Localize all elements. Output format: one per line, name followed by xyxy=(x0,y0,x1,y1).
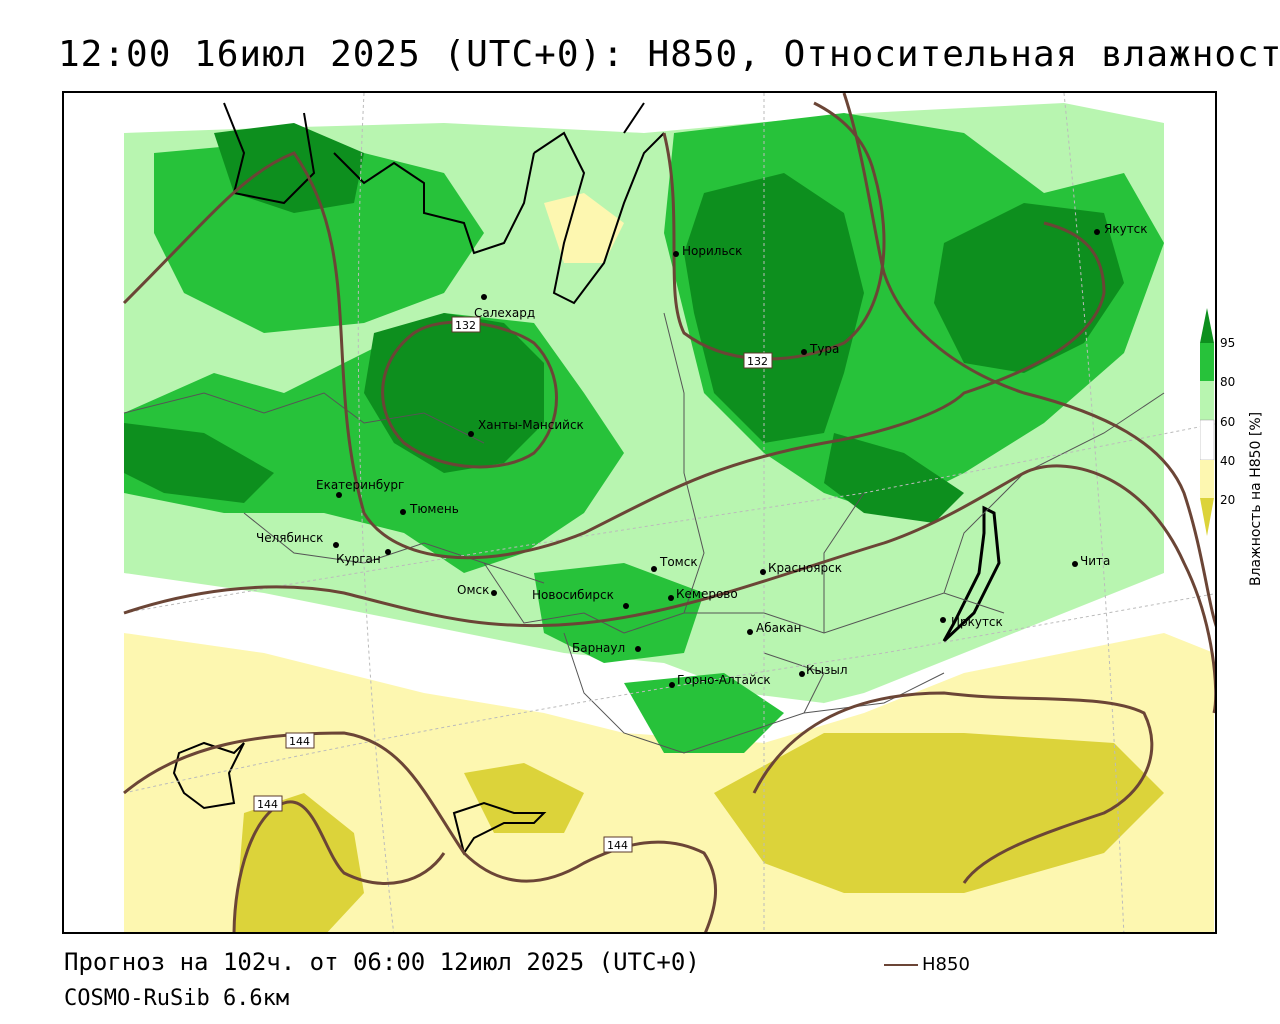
humidity-area-80 xyxy=(534,563,704,663)
city-marker: Томск xyxy=(651,555,698,572)
map-title: 12:00 16июл 2025 (UTC+0): H850, Относите… xyxy=(58,34,1280,75)
forecast-info: Прогноз на 102ч. от 06:00 12июл 2025 (UT… xyxy=(64,948,700,976)
humidity-area-95 xyxy=(684,173,864,443)
svg-text:Ханты-Мансийск: Ханты-Мансийск xyxy=(478,418,584,432)
humidity-area-below-20 xyxy=(234,793,364,932)
humidity-area-95 xyxy=(124,423,274,503)
svg-text:Салехард: Салехард xyxy=(474,306,535,320)
legend-swatch-20 xyxy=(1200,460,1214,498)
svg-text:Норильск: Норильск xyxy=(682,244,742,258)
model-name: COSMO-RuSib 6.6км xyxy=(64,986,290,1011)
city-marker: Чита xyxy=(1072,554,1110,568)
contour-label: 132 xyxy=(747,355,768,368)
svg-text:Красноярск: Красноярск xyxy=(768,561,842,575)
legend-title: Влажность на H850 [%] xyxy=(1248,411,1264,586)
legend-swatch-95 xyxy=(1200,308,1214,343)
svg-text:Новосибирск: Новосибирск xyxy=(532,588,614,602)
humidity-map: 132 132 144 144 144 Салехард Норильск Як… xyxy=(122,93,1215,932)
h850-contour xyxy=(232,800,446,932)
svg-text:Челябинск: Челябинск xyxy=(256,531,323,545)
h850-line-swatch xyxy=(884,964,918,966)
svg-text:Кемерово: Кемерово xyxy=(676,587,738,601)
city-marker: Екатеринбург xyxy=(316,478,404,498)
city-marker: Кызыл xyxy=(799,663,848,677)
humidity-area-95 xyxy=(364,313,544,473)
coastline xyxy=(223,102,665,305)
h850-contour xyxy=(842,93,1215,628)
city-marker: Норильск xyxy=(673,244,742,258)
legend-swatch-60 xyxy=(1200,381,1214,420)
h850-line-label: H850 xyxy=(922,954,970,975)
city-marker: Челябинск xyxy=(256,531,339,548)
city-marker: Новосибирск xyxy=(532,588,629,609)
h850-contour xyxy=(381,320,558,469)
svg-text:Омск: Омск xyxy=(457,583,489,597)
h850-contour xyxy=(662,101,886,361)
contour-label: 144 xyxy=(607,839,628,852)
city-marker: Курган xyxy=(336,549,391,566)
humidity-legend xyxy=(1200,308,1215,536)
svg-text:Горно-Алтайск: Горно-Алтайск xyxy=(677,673,771,687)
svg-text:Якутск: Якутск xyxy=(1104,222,1148,236)
city-marker: Тура xyxy=(801,342,839,356)
legend-swatch-40 xyxy=(1200,419,1215,461)
lake-outline xyxy=(172,741,245,810)
legend-tick-label: 20 xyxy=(1220,493,1236,507)
city-marker: Барнаул xyxy=(572,641,641,655)
lake-baikal xyxy=(942,505,1001,643)
city-marker: Красноярск xyxy=(760,561,842,575)
svg-text:Чита: Чита xyxy=(1080,554,1110,568)
h850-contour xyxy=(752,691,1154,884)
svg-text:Иркутск: Иркутск xyxy=(951,615,1003,629)
city-marker: Абакан xyxy=(747,621,801,635)
svg-text:Тура: Тура xyxy=(809,342,839,356)
contour-label-box xyxy=(603,836,633,853)
svg-text:Тюмень: Тюмень xyxy=(409,502,459,516)
humidity-area-below-20 xyxy=(714,733,1164,893)
contour-label-box xyxy=(451,316,481,333)
legend-tick-label: 95 xyxy=(1220,336,1236,350)
humidity-area-below-20 xyxy=(464,763,584,833)
h850-contour xyxy=(123,731,718,932)
svg-text:Томск: Томск xyxy=(659,555,698,569)
contour-label-box xyxy=(743,352,773,369)
city-marker: Якутск xyxy=(1094,222,1148,236)
legend-swatch-below-20 xyxy=(1200,498,1214,536)
legend-tick-label: 40 xyxy=(1220,454,1236,468)
svg-text:Кызыл: Кызыл xyxy=(806,663,848,677)
svg-text:Барнаул: Барнаул xyxy=(572,641,625,655)
legend-tick-label: 80 xyxy=(1220,375,1236,389)
legend-swatch-80 xyxy=(1200,343,1214,381)
map-panel: 132 132 144 144 144 Салехард Норильск Як… xyxy=(62,91,1217,934)
city-marker: Горно-Алтайск xyxy=(669,673,771,688)
city-marker: Ханты-Мансийск xyxy=(468,418,584,437)
contour-label: 144 xyxy=(289,735,310,748)
svg-text:Курган: Курган xyxy=(336,552,381,566)
h850-contour xyxy=(122,151,1106,560)
city-marker: Салехард xyxy=(474,294,535,320)
city-marker: Иркутск xyxy=(940,615,1003,629)
lake-outline xyxy=(452,801,547,856)
contour-label: 144 xyxy=(257,798,278,811)
contour-label-box xyxy=(253,795,283,812)
h850-contour xyxy=(123,464,1215,714)
legend-tick-label: 60 xyxy=(1220,415,1236,429)
city-marker: Тюмень xyxy=(400,502,459,516)
city-marker: Омск xyxy=(457,583,497,597)
contour-label: 132 xyxy=(455,319,476,332)
city-marker: Кемерово xyxy=(668,587,738,601)
svg-text:Абакан: Абакан xyxy=(756,621,801,635)
humidity-area-95 xyxy=(214,123,364,213)
humidity-area-95 xyxy=(934,203,1124,373)
svg-text:Екатеринбург: Екатеринбург xyxy=(316,478,404,492)
contour-label-box xyxy=(285,732,315,749)
